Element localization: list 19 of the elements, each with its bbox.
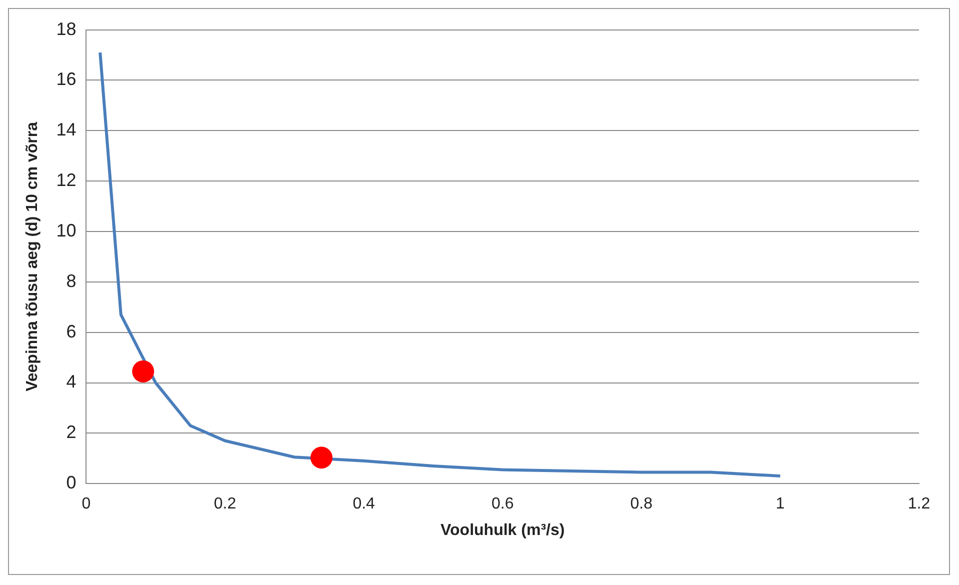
y-tick-label: 18 <box>56 18 76 39</box>
y-tick-label: 4 <box>66 372 76 392</box>
y-tick-label: 6 <box>66 321 76 342</box>
y-tick-label: 16 <box>56 69 76 90</box>
y-tick-label: 0 <box>66 472 76 493</box>
x-tick-label: 0.2 <box>214 496 236 513</box>
x-tick-label: 0 <box>82 496 91 513</box>
y-tick-label: 2 <box>66 422 76 442</box>
y-tick-label: 10 <box>56 220 76 240</box>
x-axis-title: Vooluhulk (m³/s) <box>440 522 565 539</box>
x-tick-label: 0.6 <box>491 496 514 513</box>
x-tick-label: 0.4 <box>352 496 376 513</box>
y-tick-label: 12 <box>56 170 76 190</box>
x-tick-label: 1 <box>776 496 785 513</box>
x-tick-label: 1.2 <box>908 496 930 513</box>
y-tick-label: 14 <box>56 120 76 140</box>
y-tick-label: 8 <box>66 270 76 291</box>
y-axis-title: Veepinna tõusu aeg (d) 10 cm võrra <box>24 122 42 392</box>
x-tick-label: 0.8 <box>630 496 653 513</box>
